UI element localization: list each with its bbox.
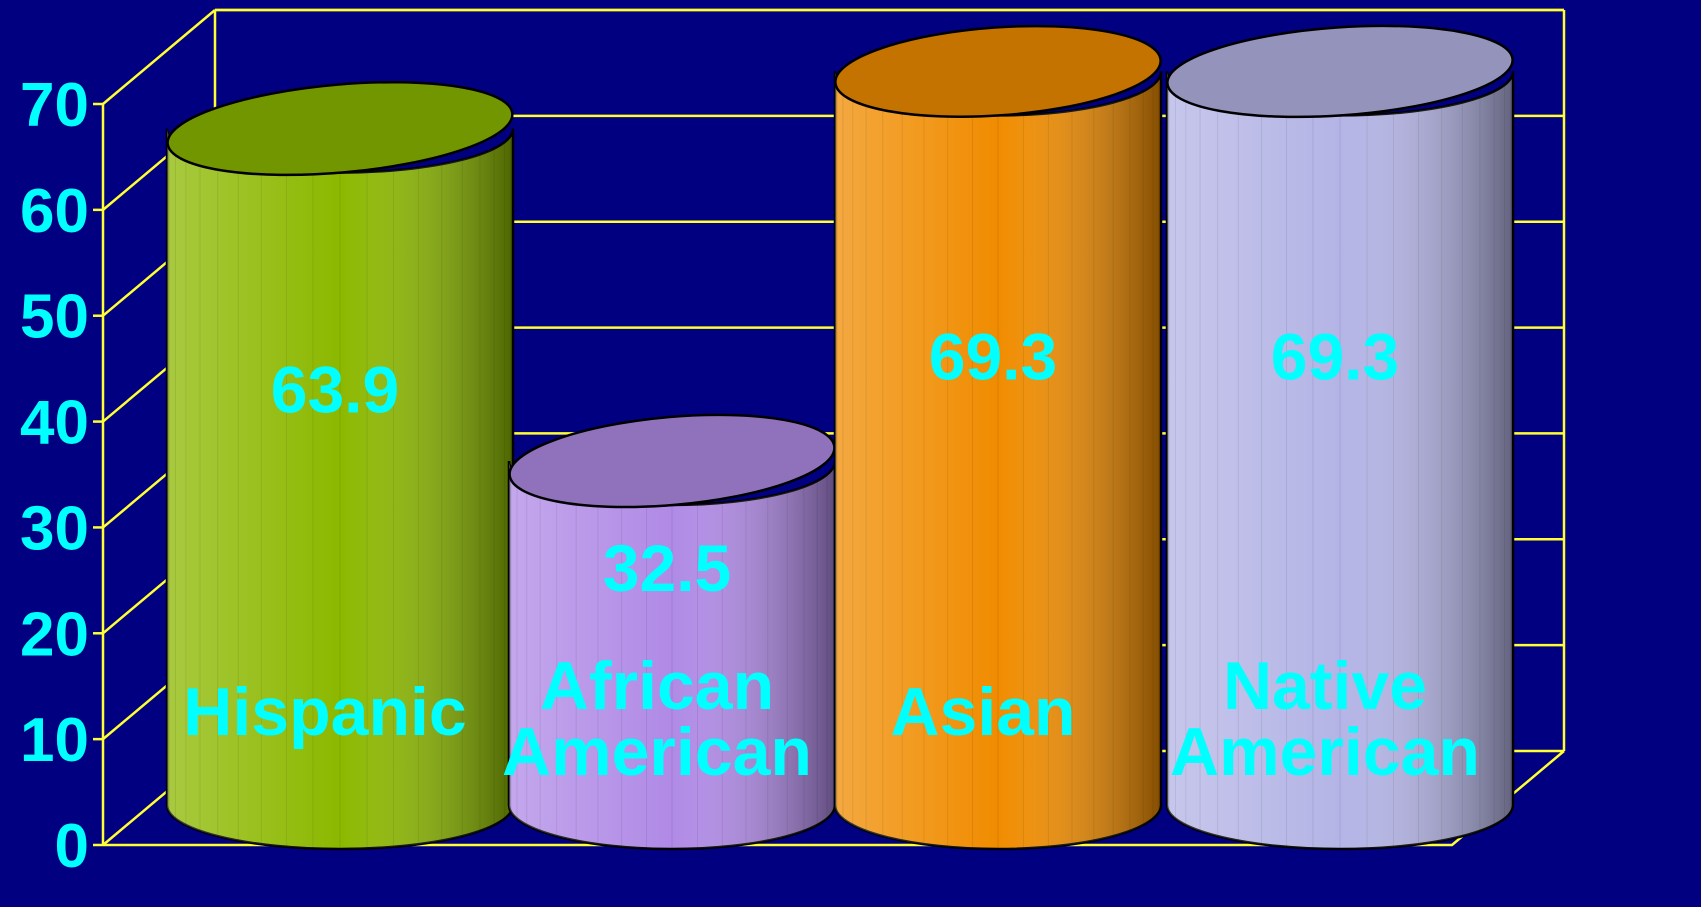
y-tick-label: 0 [55, 812, 89, 881]
y-tick-label: 50 [20, 283, 89, 352]
floor-edges [103, 750, 1565, 847]
bar-category-label: Native [1223, 648, 1427, 724]
bar-category-label: Hispanic [183, 674, 466, 750]
bar-top [166, 80, 514, 177]
bar-african-american [507, 413, 837, 851]
bar-top-shade [1167, 25, 1513, 117]
y-tick-label: 40 [20, 389, 89, 458]
y-tick-label: 60 [20, 177, 89, 246]
bar-native-american [1165, 24, 1515, 851]
bar-category-label: Asian [890, 674, 1075, 750]
bar-value-label: 69.3 [1271, 320, 1399, 394]
bar-hispanic [165, 80, 515, 851]
bar-value-label: 63.9 [271, 353, 399, 427]
bar-shading [167, 128, 513, 849]
bar-shading [835, 71, 1161, 849]
y-tick-label: 10 [20, 706, 89, 775]
y-tick-label: 20 [20, 600, 89, 669]
y-tick-label: 30 [20, 494, 89, 563]
bar-top [1166, 24, 1514, 119]
bar-asian [833, 24, 1163, 851]
bar-value-label: 69.3 [929, 320, 1057, 394]
bar-value-label: 32.5 [603, 531, 731, 605]
labels: 01020304050607063.9Hispanic32.5AfricanAm… [20, 71, 1480, 881]
side-gridline [102, 9, 216, 105]
bar-category-label: African [540, 648, 774, 724]
bar-category-label: American [502, 714, 812, 790]
bars [165, 24, 1515, 851]
bar-top-shade [835, 26, 1161, 117]
bar-category-label: American [1170, 714, 1480, 790]
bar-top [834, 24, 1162, 119]
y-tick-label: 70 [20, 71, 89, 140]
bar-top-shade [509, 414, 835, 508]
bar-shading [508, 460, 835, 849]
bar-top-shade [167, 82, 513, 175]
bar-shading [1167, 71, 1513, 849]
